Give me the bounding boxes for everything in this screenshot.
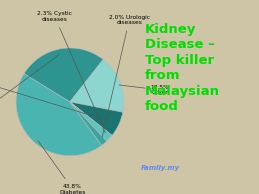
- Wedge shape: [70, 102, 123, 135]
- Text: 2.0% Urologic
diseases: 2.0% Urologic diseases: [102, 15, 150, 137]
- Wedge shape: [70, 102, 107, 146]
- Text: Family.my: Family.my: [141, 165, 180, 171]
- Text: 2.3% Cystic
diseases: 2.3% Cystic diseases: [37, 11, 105, 133]
- Text: 17.5%
Other: 17.5% Other: [119, 85, 169, 95]
- Wedge shape: [70, 60, 124, 112]
- Text: Kidney
Disease –
Top killer
from
Malaysian
food: Kidney Disease – Top killer from Malaysi…: [145, 23, 220, 113]
- Wedge shape: [70, 102, 112, 141]
- Wedge shape: [16, 74, 102, 156]
- Wedge shape: [24, 48, 103, 102]
- Text: 43.8%
Diabetes: 43.8% Diabetes: [38, 140, 86, 194]
- Text: 26.8%
High
blood
pressure: 26.8% High blood pressure: [0, 55, 59, 132]
- Text: 7.6%
Glomerulonephritis: 7.6% Glomerulonephritis: [0, 68, 112, 122]
